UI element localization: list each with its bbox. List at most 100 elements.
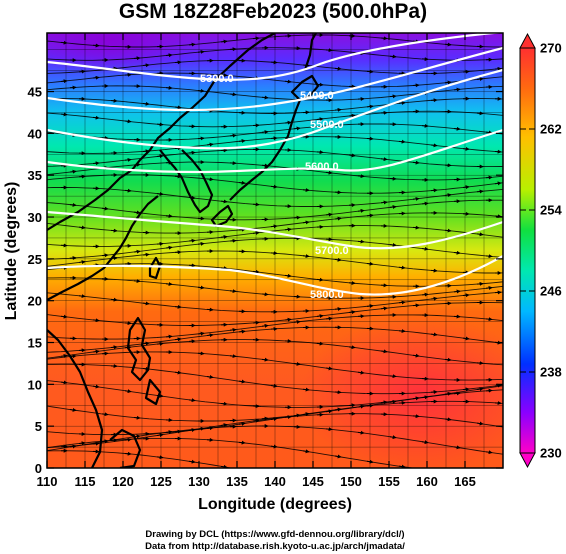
wind-arrow: [238, 329, 246, 334]
wind-arrow: [398, 265, 406, 270]
coast-taiwan: [148, 256, 162, 280]
contour-label-5800: 5800.0: [310, 289, 344, 301]
y-tick-label: 10: [28, 377, 42, 392]
wind-arrow: [357, 370, 365, 375]
wind-arrow: [220, 464, 228, 468]
wind-arrow: [398, 300, 406, 305]
wind-arrow: [380, 200, 388, 205]
wind-arrow: [206, 333, 214, 338]
y-tick-label: 35: [28, 168, 42, 183]
wind-arrow: [206, 142, 214, 147]
wind-arrow: [101, 412, 109, 417]
wind-arrow: [334, 66, 342, 71]
x-axis-ticks: 110 115 120 125 130 135 140 145 150 155 160 165: [37, 33, 476, 489]
wind-arrow: [380, 157, 388, 162]
wind-arrow: [92, 384, 100, 389]
wind-arrow: [494, 66, 502, 71]
coastlines: [47, 33, 320, 468]
streamline: [47, 187, 503, 207]
streamline: [47, 314, 503, 340]
wind-arrow: [462, 387, 470, 392]
wind-arrow: [142, 63, 150, 68]
wind-arrow: [238, 139, 246, 144]
wind-arrow: [142, 252, 150, 257]
contour-labels: 5300.0 5400.0 5500.0 5600.0 5700.0 5800.…: [200, 73, 349, 301]
wind-arrow: [453, 126, 461, 131]
wind-arrow: [325, 427, 333, 432]
wind-arrow: [334, 454, 342, 459]
wind-arrow: [229, 327, 237, 332]
x-tick-label: 155: [378, 474, 400, 489]
wind-arrow: [348, 281, 356, 286]
wind-arrow: [261, 95, 269, 100]
wind-arrow: [302, 412, 310, 417]
wind-arrow: [229, 289, 237, 294]
colorbar-scale: [519, 47, 536, 454]
wind-arrow: [357, 174, 365, 179]
wind-arrow: [165, 53, 173, 58]
wind-arrow: [142, 341, 150, 346]
x-tick-label: 110: [37, 474, 58, 489]
wind-arrow: [133, 249, 141, 254]
credit-data: Data from http://database.rish.kyoto-u.a…: [145, 541, 405, 552]
wind-arrow: [412, 353, 420, 358]
x-tick-label: 160: [416, 474, 438, 489]
wind-arrow: [188, 150, 196, 155]
y-tick-label: 5: [35, 419, 42, 434]
wind-arrow: [92, 318, 100, 323]
wind-arrow: [334, 107, 342, 112]
y-tick-label: 45: [28, 85, 42, 100]
streamline: [47, 389, 503, 422]
wind-arrow: [302, 387, 310, 392]
streamline: [47, 351, 503, 381]
wind-arrow: [380, 400, 388, 405]
streamline: [47, 72, 503, 88]
coast-sakhalin: [303, 33, 317, 71]
x-tick-label: 135: [226, 474, 248, 489]
y-tick-label: 40: [28, 126, 42, 141]
contour-5400: [47, 46, 503, 112]
wind-arrow: [325, 170, 333, 175]
streamline: [47, 277, 503, 299]
wind-arrow: [156, 433, 164, 438]
wind-arrow: [284, 273, 292, 278]
wind-arrow: [220, 199, 228, 204]
wind-arrow: [430, 296, 438, 301]
colorbar-ticks: 270 262 254 246 238 230: [520, 41, 562, 461]
wind-arrow: [156, 455, 164, 460]
coast-indochina: [47, 329, 104, 468]
wind-arrow: [462, 185, 470, 190]
wind-arrow: [389, 94, 397, 99]
wind-arrow: [110, 297, 118, 302]
streamline: [47, 199, 503, 221]
wind-arrow: [453, 87, 461, 92]
wind-arrow: [229, 354, 237, 359]
wind-arrow: [494, 214, 502, 219]
wind-arrow: [142, 301, 150, 306]
wind-arrow: [165, 213, 173, 218]
streamline: [47, 339, 503, 366]
wind-arrow: [485, 317, 493, 322]
contour-5600: [47, 128, 503, 174]
wind-arrow: [325, 366, 333, 371]
wind-arrow: [284, 79, 292, 84]
contour-label-5700: 5700.0: [315, 245, 349, 257]
wind-arrow: [476, 421, 484, 426]
coast-japan-honshu: [229, 99, 302, 201]
wind-arrow: [284, 415, 292, 420]
wind-arrow: [325, 212, 333, 217]
wind-arrow: [430, 143, 438, 148]
y-tick-label: 25: [28, 252, 42, 267]
warm-region: [300, 315, 503, 468]
contour-label-5500: 5500.0: [310, 119, 344, 131]
wind-arrow: [302, 220, 310, 225]
wind-arrow: [220, 39, 228, 44]
map-plot: 5300.0 5400.0 5500.0 5600.0 5700.0 5800.…: [47, 33, 503, 468]
streamline: [47, 34, 503, 48]
wind-arrow: [302, 449, 310, 454]
colorbar-tick-label: 230: [540, 446, 562, 461]
wind-arrow: [270, 444, 278, 449]
wind-arrow: [156, 154, 164, 159]
wind-arrow: [430, 332, 438, 337]
